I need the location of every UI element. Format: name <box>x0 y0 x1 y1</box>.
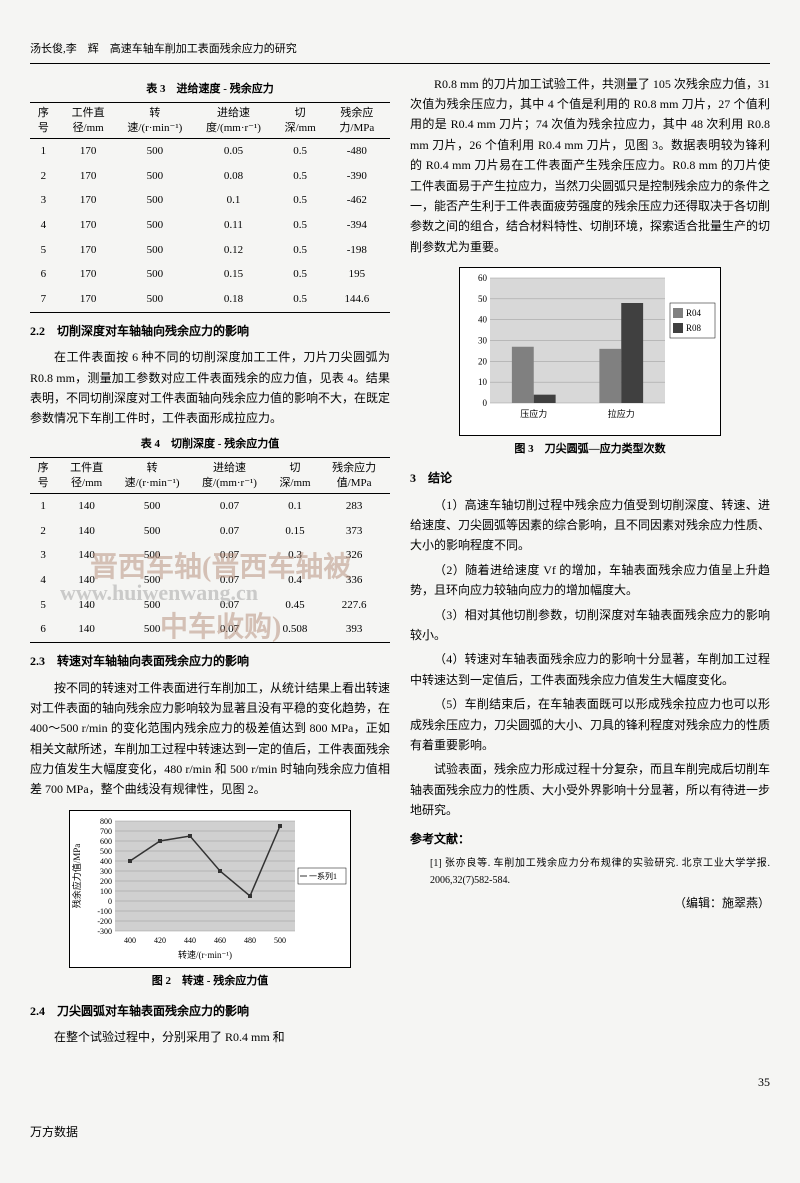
svg-text:-100: -100 <box>97 907 112 916</box>
svg-text:转速/(r·min⁻¹): 转速/(r·min⁻¹) <box>178 949 232 960</box>
table3: 序号 工件直径/mm 转速/(r·min⁻¹) 进给速度/(mm·r⁻¹) 切深… <box>30 102 390 312</box>
svg-text:0: 0 <box>108 897 112 906</box>
svg-text:50: 50 <box>478 294 488 304</box>
section-3-p5: （5）车削结束后，在车轴表面既可以形成残余拉应力也可以形成残余压应力，刀尖圆弧的… <box>410 694 770 755</box>
chart3: 0 10 20 30 40 50 60 压应力 拉应力 R04 R08 <box>459 267 721 435</box>
svg-text:500: 500 <box>274 936 286 945</box>
svg-text:10: 10 <box>478 377 488 387</box>
table-row: 61405000.070.508393 <box>30 617 390 642</box>
page-number: 35 <box>30 1072 770 1092</box>
section-23-title: 2.3 转速对车轴轴向表面残余应力的影响 <box>30 651 390 671</box>
svg-text:残余应力值/MPa: 残余应力值/MPa <box>71 844 82 909</box>
section-22-p1: 在工件表面按 6 种不同的切削深度加工工件，刀片刀尖圆弧为 R0.8 mm，测量… <box>30 347 390 429</box>
svg-text:400: 400 <box>100 857 112 866</box>
chart3-caption: 图 3 刀尖圆弧—应力类型次数 <box>410 440 770 459</box>
table-row: 61705000.150.5195 <box>30 262 390 287</box>
right-p1: R0.8 mm 的刀片加工试验工件，共测量了 105 次残余应力值，31 次值为… <box>410 74 770 258</box>
footer-source: 万方数据 <box>30 1122 770 1142</box>
left-column: 表 3 进给速度 - 残余应力 序号 工件直径/mm 转速/(r·min⁻¹) … <box>30 74 390 1052</box>
svg-text:480: 480 <box>244 936 256 945</box>
svg-text:800: 800 <box>100 817 112 826</box>
section-3-p6: 试验表面，残余应力形成过程十分复杂，而且车削完成后切削车轴表面残余应力的性质、大… <box>410 759 770 820</box>
page-header: 汤长俊,李 辉 高速车轴车削加工表面残余应力的研究 <box>30 40 770 64</box>
two-column-layout: 表 3 进给速度 - 残余应力 序号 工件直径/mm 转速/(r·min⁻¹) … <box>30 74 770 1052</box>
section-22-title: 2.2 切削深度对车轴轴向残余应力的影响 <box>30 321 390 341</box>
svg-text:100: 100 <box>100 887 112 896</box>
svg-text:200: 200 <box>100 877 112 886</box>
svg-text:拉应力: 拉应力 <box>608 408 635 419</box>
svg-text:-300: -300 <box>97 927 112 936</box>
table3-title: 表 3 进给速度 - 残余应力 <box>30 80 390 99</box>
table-row: 11705000.050.5-480 <box>30 138 390 163</box>
svg-text:300: 300 <box>100 867 112 876</box>
chart2: 8007006005004003002001000-100-200-300400… <box>69 810 351 968</box>
table3-header: 序号 工件直径/mm 转速/(r·min⁻¹) 进给速度/(mm·r⁻¹) 切深… <box>30 103 390 139</box>
table-row: 41405000.070.4336 <box>30 568 390 593</box>
svg-text:400: 400 <box>124 936 136 945</box>
svg-text:压应力: 压应力 <box>520 408 547 419</box>
svg-text:500: 500 <box>100 847 112 856</box>
section-23-p1: 按不同的转速对工件表面进行车削加工，从统计结果上看出转速对工件表面的轴向残余应力… <box>30 678 390 800</box>
section-24-p1: 在整个试验过程中，分别采用了 R0.4 mm 和 <box>30 1027 390 1047</box>
section-3-title: 3 结论 <box>410 468 770 488</box>
header-authors: 汤长俊,李 辉 高速车轴车削加工表面残余应力的研究 <box>30 43 297 55</box>
table-row: 51405000.070.45227.6 <box>30 593 390 618</box>
svg-text:R04: R04 <box>686 308 702 318</box>
table-row: 71705000.180.5144.6 <box>30 287 390 312</box>
svg-text:60: 60 <box>478 273 488 283</box>
chart3-container: 0 10 20 30 40 50 60 压应力 拉应力 R04 R08 图 3 刀尖圆弧—应力类型次… <box>410 267 770 458</box>
table4: 序号 工件直径/mm 转速/(r·min⁻¹) 进给速度/(mm·r⁻¹) 切深… <box>30 457 390 643</box>
svg-text:0: 0 <box>483 398 488 408</box>
reference-1: [1] 张亦良等. 车削加工残余应力分布规律的实验研究. 北京工业大学学报. 2… <box>410 855 770 889</box>
svg-text:20: 20 <box>478 357 488 367</box>
section-3-p2: （2）随着进给速度 Vf 的增加，车轴表面残余应力值呈上升趋势，且环向应力较轴向… <box>410 560 770 601</box>
svg-text:440: 440 <box>184 936 196 945</box>
table-row: 41705000.110.5-394 <box>30 213 390 238</box>
section-3-p4: （4）转速对车轴表面残余应力的影响十分显著，车削加工过程中转速达到一定值后，工件… <box>410 649 770 690</box>
table-row: 21405000.070.15373 <box>30 519 390 544</box>
svg-text:700: 700 <box>100 827 112 836</box>
table4-title: 表 4 切削深度 - 残余应力值 <box>30 435 390 454</box>
svg-text:一系列1: 一系列1 <box>309 871 337 881</box>
svg-text:420: 420 <box>154 936 166 945</box>
section-3-p1: （1）高速车轴切削过程中残余应力值受到切削深度、转速、进给速度、刀尖圆弧等因素的… <box>410 495 770 556</box>
table-row: 21705000.080.5-390 <box>30 164 390 189</box>
table4-header: 序号 工件直径/mm 转速/(r·min⁻¹) 进给速度/(mm·r⁻¹) 切深… <box>30 458 390 494</box>
table-row: 11405000.070.1283 <box>30 494 390 519</box>
chart2-container: 8007006005004003002001000-100-200-300400… <box>30 810 390 991</box>
svg-text:R08: R08 <box>686 323 702 333</box>
table-row: 31705000.10.5-462 <box>30 188 390 213</box>
section-3-p3: （3）相对其他切削参数，切削深度对车轴表面残余应力的影响较小。 <box>410 605 770 646</box>
svg-text:600: 600 <box>100 837 112 846</box>
svg-text:460: 460 <box>214 936 226 945</box>
editor-credit: （编辑：施翠燕） <box>410 893 770 913</box>
table-row: 31405000.070.3326 <box>30 543 390 568</box>
svg-text:30: 30 <box>478 336 488 346</box>
section-24-title: 2.4 刀尖圆弧对车轴表面残余应力的影响 <box>30 1001 390 1021</box>
table-row: 51705000.120.5-198 <box>30 238 390 263</box>
right-column: R0.8 mm 的刀片加工试验工件，共测量了 105 次残余应力值，31 次值为… <box>410 74 770 1052</box>
svg-text:-200: -200 <box>97 917 112 926</box>
chart2-caption: 图 2 转速 - 残余应力值 <box>30 972 390 991</box>
references-title: 参考文献： <box>410 829 770 849</box>
svg-text:40: 40 <box>478 315 488 325</box>
